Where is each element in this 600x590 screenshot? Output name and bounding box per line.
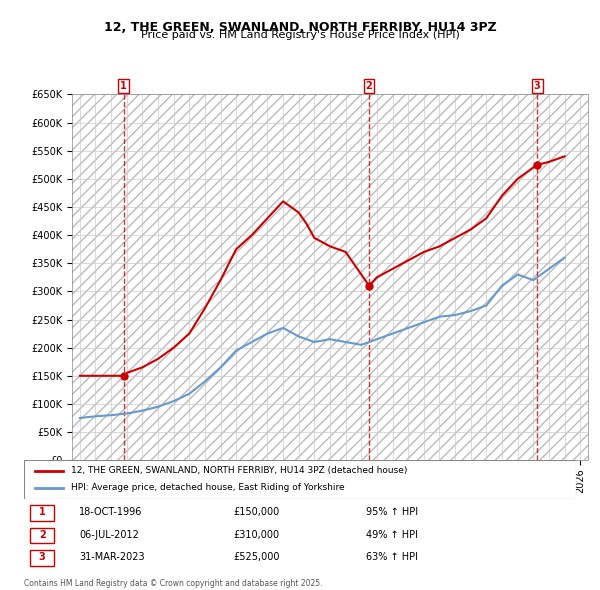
Text: HPI: Average price, detached house, East Riding of Yorkshire: HPI: Average price, detached house, East… bbox=[71, 483, 344, 492]
FancyBboxPatch shape bbox=[29, 527, 55, 543]
Text: 95% ↑ HPI: 95% ↑ HPI bbox=[366, 507, 418, 517]
Text: 3: 3 bbox=[39, 552, 46, 562]
Text: Price paid vs. HM Land Registry's House Price Index (HPI): Price paid vs. HM Land Registry's House … bbox=[140, 30, 460, 40]
Text: 63% ↑ HPI: 63% ↑ HPI bbox=[366, 552, 418, 562]
FancyBboxPatch shape bbox=[29, 505, 55, 520]
Text: Contains HM Land Registry data © Crown copyright and database right 2025.
This d: Contains HM Land Registry data © Crown c… bbox=[24, 579, 323, 590]
Text: £525,000: £525,000 bbox=[234, 552, 280, 562]
Text: 31-MAR-2023: 31-MAR-2023 bbox=[79, 552, 145, 562]
Text: 12, THE GREEN, SWANLAND, NORTH FERRIBY, HU14 3PZ (detached house): 12, THE GREEN, SWANLAND, NORTH FERRIBY, … bbox=[71, 467, 407, 476]
Text: 1: 1 bbox=[120, 81, 127, 91]
FancyBboxPatch shape bbox=[24, 460, 576, 499]
Text: 12, THE GREEN, SWANLAND, NORTH FERRIBY, HU14 3PZ: 12, THE GREEN, SWANLAND, NORTH FERRIBY, … bbox=[104, 21, 496, 34]
Text: 18-OCT-1996: 18-OCT-1996 bbox=[79, 507, 143, 517]
Text: 49% ↑ HPI: 49% ↑ HPI bbox=[366, 530, 418, 540]
Text: 1: 1 bbox=[39, 507, 46, 517]
Text: £150,000: £150,000 bbox=[234, 507, 280, 517]
FancyBboxPatch shape bbox=[29, 550, 55, 566]
Text: 3: 3 bbox=[534, 81, 541, 91]
Text: 2: 2 bbox=[39, 530, 46, 540]
Text: 06-JUL-2012: 06-JUL-2012 bbox=[79, 530, 139, 540]
Text: 2: 2 bbox=[366, 81, 373, 91]
Text: £310,000: £310,000 bbox=[234, 530, 280, 540]
